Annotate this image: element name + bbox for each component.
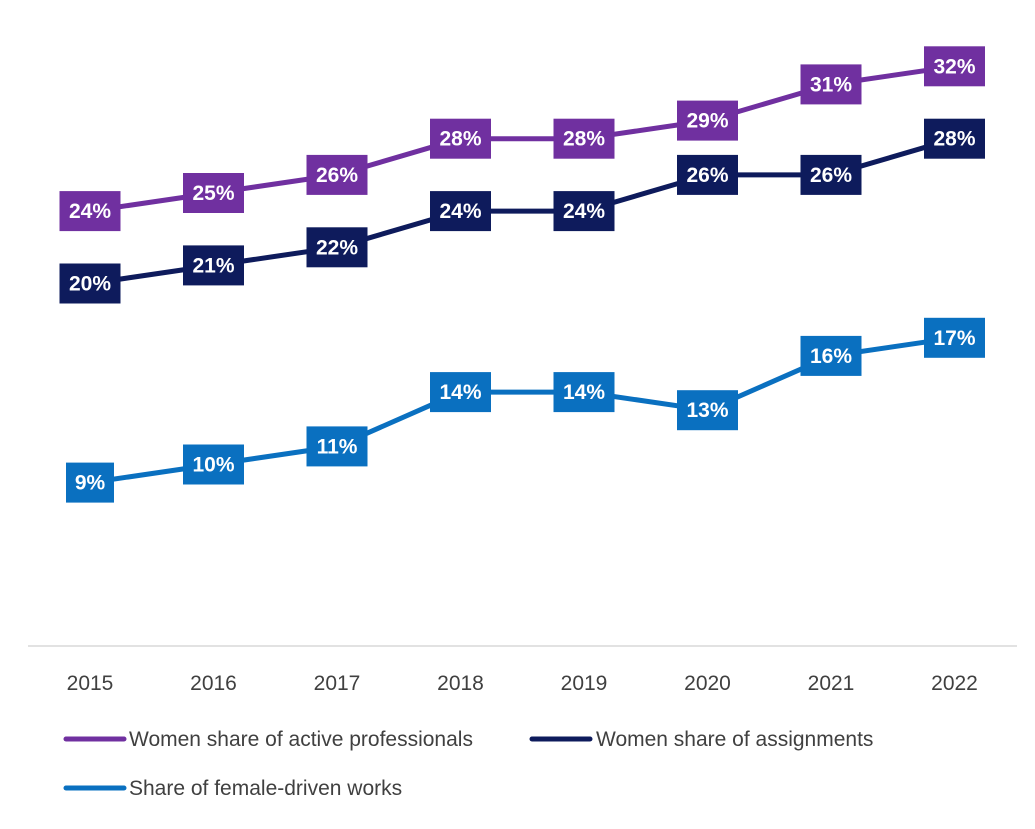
- data-point: 28%: [430, 118, 491, 159]
- data-point: 17%: [924, 317, 985, 358]
- data-label: 14%: [439, 381, 481, 404]
- data-label-box: [924, 46, 985, 87]
- data-point: 20%: [59, 263, 121, 304]
- data-point: 29%: [677, 100, 738, 141]
- data-label: 28%: [563, 128, 605, 151]
- data-label-box: [306, 154, 368, 195]
- data-label: 25%: [192, 182, 234, 205]
- x-axis-ticks: 2015 2016 2017 2018 2019 2020 2021 2022: [67, 672, 978, 695]
- data-label-box: [183, 245, 244, 286]
- legend-item-3: Share of female-driven works: [63, 777, 402, 800]
- data-label-box: [59, 191, 121, 232]
- data-label: 17%: [933, 327, 975, 350]
- x-tick-label: 2020: [684, 672, 731, 695]
- data-label-box: [183, 173, 244, 213]
- data-label-box: [677, 100, 738, 141]
- data-label: 9%: [75, 472, 106, 495]
- data-label: 21%: [192, 254, 234, 277]
- data-label: 11%: [317, 435, 358, 458]
- legend: Women share of active professionals Women…: [63, 728, 873, 800]
- legend-label: Women share of assignments: [596, 728, 873, 751]
- data-label: 29%: [686, 110, 728, 133]
- data-label-box: [553, 191, 615, 232]
- legend-label: Share of female-driven works: [129, 777, 402, 800]
- data-label: 16%: [810, 345, 852, 368]
- data-label: 24%: [439, 200, 481, 223]
- data-label-box: [306, 227, 368, 268]
- data-point: 24%: [553, 191, 615, 232]
- series-3-labels: 9% 10% 11% 14% 14% 13% 16% 17%: [66, 317, 985, 503]
- x-tick-label: 2022: [931, 672, 978, 695]
- data-label-box: [800, 154, 862, 195]
- series-layer: 24%25%26%28% 28%29%31%32%20%21%22%24% 24%2…: [59, 46, 985, 503]
- data-label: 24%: [69, 200, 111, 223]
- data-point: 9%: [66, 462, 114, 503]
- x-tick-label: 2018: [437, 672, 484, 695]
- data-label-box: [924, 118, 985, 159]
- data-label-box: [183, 444, 244, 485]
- data-label-box: [553, 118, 615, 159]
- data-label-box: [306, 426, 368, 467]
- x-tick-label: 2015: [67, 672, 114, 695]
- data-label-box: [800, 64, 862, 105]
- data-label-box: [800, 335, 862, 376]
- data-label: 26%: [316, 164, 358, 187]
- series-1-labels: 24% 25% 26% 28% 28% 29% 31% 32%: [59, 46, 985, 232]
- data-label-box: [430, 118, 491, 159]
- data-point: 26%: [800, 154, 862, 195]
- x-tick-label: 2017: [314, 672, 361, 695]
- x-tick-label: 2019: [561, 672, 608, 695]
- data-label: 14%: [563, 381, 605, 404]
- data-point: 32%: [924, 46, 985, 87]
- data-point: 28%: [924, 118, 985, 159]
- legend-item-2: Women share of assignments: [529, 728, 873, 751]
- data-point: 13%: [677, 390, 738, 431]
- data-point: 31%: [800, 64, 862, 105]
- data-label-box: [59, 263, 121, 304]
- data-label: 10%: [192, 454, 234, 477]
- legend-item-1: Women share of active professionals: [63, 728, 473, 751]
- data-point: 10%: [183, 444, 244, 485]
- data-point: 22%: [306, 227, 368, 268]
- data-label-box: [66, 462, 114, 503]
- data-label: 26%: [686, 164, 728, 187]
- data-point: 25%: [183, 173, 244, 213]
- data-point: 26%: [306, 154, 368, 195]
- data-point: 24%: [430, 191, 491, 232]
- legend-label: Women share of active professionals: [129, 728, 473, 751]
- data-label: 28%: [439, 128, 481, 151]
- data-point: 11%: [306, 426, 368, 467]
- data-label-box: [430, 191, 491, 232]
- data-point: 21%: [183, 245, 244, 286]
- data-label-box: [677, 390, 738, 431]
- data-point: 24%: [59, 191, 121, 232]
- data-label: 24%: [563, 200, 605, 223]
- data-label: 32%: [933, 55, 975, 78]
- data-label: 26%: [810, 164, 852, 187]
- data-label-box: [677, 154, 738, 195]
- data-label-box: [924, 317, 985, 358]
- data-label: 22%: [316, 236, 358, 259]
- x-tick-label: 2021: [808, 672, 855, 695]
- data-point: 28%: [553, 118, 615, 159]
- data-point: 26%: [677, 154, 738, 195]
- data-label-box: [553, 372, 615, 413]
- data-point: 14%: [553, 372, 615, 413]
- data-point: 16%: [800, 335, 862, 376]
- x-tick-label: 2016: [190, 672, 237, 695]
- series-2-labels: 20% 21% 22% 24% 24% 26% 26% 28%: [59, 118, 985, 304]
- data-label-box: [430, 372, 491, 413]
- data-label: 13%: [686, 399, 728, 422]
- data-label: 20%: [69, 273, 111, 296]
- data-label: 28%: [933, 128, 975, 151]
- data-point: 14%: [430, 372, 491, 413]
- data-label: 31%: [810, 73, 852, 96]
